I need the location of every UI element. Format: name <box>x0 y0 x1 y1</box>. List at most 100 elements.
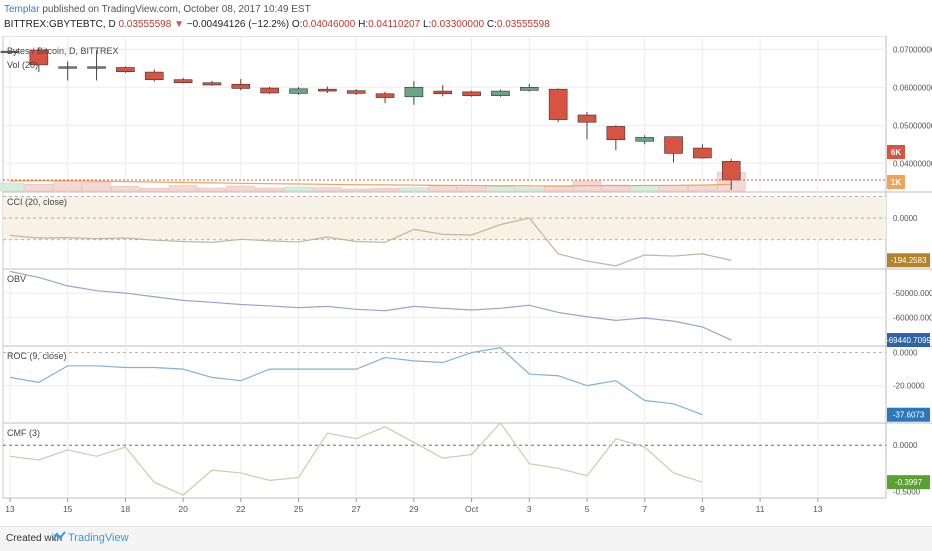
cci-pane-title: CCI (20, close) <box>7 197 67 207</box>
volume-bar <box>601 184 631 192</box>
cmf-value-badge-bg <box>887 475 930 490</box>
x-tick-label: 13 <box>5 504 15 514</box>
candle-body <box>144 71 164 80</box>
candle-body <box>375 93 395 98</box>
candle-body <box>721 161 741 181</box>
open-label: O: <box>291 19 303 30</box>
candle-body <box>346 90 366 94</box>
volume-bar <box>486 186 515 192</box>
candle-body <box>404 86 424 98</box>
volume-ma-line <box>9 180 732 187</box>
obv-pane-title: OBV <box>7 274 26 284</box>
price-scale-badge-bg <box>887 145 905 159</box>
tradingview-brand[interactable]: TradingView <box>68 532 129 544</box>
price-y-tick-label: 0.05000000 <box>893 121 932 130</box>
cmf-line <box>9 422 703 496</box>
volume-bar <box>226 185 256 192</box>
candle-body <box>173 79 193 84</box>
candle-body <box>289 88 308 94</box>
obv-y-tick-label: -50000.0000 <box>893 289 932 298</box>
price-y-tick-label: 0.04000000 <box>893 159 932 168</box>
candle-body <box>231 83 251 89</box>
roc-pane-title: ROC (9, close) <box>7 351 67 361</box>
price-y-tick-label: 0.07000000 <box>893 45 932 54</box>
cci-value-badge-bg <box>887 253 930 268</box>
candle-body <box>519 86 539 91</box>
obv-value-badge-bg <box>887 333 930 348</box>
x-tick-label: Oct <box>465 504 479 514</box>
x-tick-label: 22 <box>236 504 246 514</box>
plot-frame <box>2 36 887 499</box>
author-link[interactable]: Templar <box>4 4 40 15</box>
footer-bar: Created with TradingView <box>0 526 932 551</box>
close-value: 0.03555598 <box>496 19 550 30</box>
candle-body <box>664 136 683 154</box>
publish-text: published on TradingView.com, October 08… <box>42 4 311 15</box>
roc-value-badge-bg <box>887 407 930 422</box>
cmf-pane-title: CMF (3) <box>7 428 40 438</box>
price-y-tick-label: 0.06000000 <box>893 83 932 92</box>
cci-value-badge: -194.2583 <box>890 256 927 265</box>
volume-bar <box>284 186 313 192</box>
x-tick-label: 3 <box>527 504 532 514</box>
cci-line <box>9 217 732 267</box>
roc-y-tick-label: 0.0000 <box>893 349 918 358</box>
x-tick-label: 5 <box>585 504 590 514</box>
volume-bar <box>139 188 169 192</box>
candle-body <box>29 49 49 66</box>
candle-body <box>635 137 655 142</box>
x-tick-label: 15 <box>63 504 73 514</box>
high-label: H: <box>358 19 369 30</box>
candle-body <box>577 114 597 123</box>
cmf-y-tick-label: 0.0000 <box>893 441 918 450</box>
candle-body <box>318 88 337 92</box>
volume-bar <box>399 187 429 192</box>
price-scale-badge: 6K <box>891 148 901 157</box>
volume-bar <box>457 186 486 192</box>
change-value: −0.00494126 (−12.2%) <box>186 19 290 30</box>
candle-body <box>0 50 20 53</box>
x-tick-label: 20 <box>178 504 188 514</box>
cmf-y-tick-label: -0.5000 <box>893 487 921 496</box>
close-label: C: <box>486 19 497 30</box>
volume-pane-title: Vol (20) <box>7 60 38 70</box>
volume-bar <box>0 182 25 192</box>
low-label: L: <box>422 19 432 30</box>
volume-scale-badge-bg <box>887 175 905 189</box>
x-tick-label: 11 <box>756 504 765 514</box>
volume-bar <box>24 184 54 192</box>
cci-band-fill <box>3 196 886 240</box>
volume-scale-badge: 1K <box>891 178 901 187</box>
volume-bar <box>168 185 198 192</box>
volume-bar <box>341 188 371 192</box>
publish-info: Templar published on TradingView.com, Oc… <box>4 4 311 15</box>
volume-bar <box>82 182 111 192</box>
volume-bar <box>428 185 458 192</box>
x-tick-label: 27 <box>351 504 361 514</box>
volume-bar <box>659 185 688 192</box>
candle-body <box>87 66 106 69</box>
candle-body <box>548 88 568 120</box>
roc-value-badge: -37.6073 <box>893 411 925 420</box>
candle-body <box>491 90 510 96</box>
x-tick-label: 13 <box>813 504 823 514</box>
roc-y-tick-label: -20.0000 <box>893 382 925 391</box>
last-price: 0.03555598 <box>118 19 172 30</box>
chart-area[interactable]: 13 15 18 20 22 25 27 29 Oct 3 5 7 9 11 13 0.07000000 0.0… <box>0 36 932 526</box>
candle-body <box>116 67 135 73</box>
symbol-label: BITTREX:GBYTEBTC, D <box>4 19 116 30</box>
down-arrow-icon: ▼ <box>174 19 184 30</box>
volume-bar <box>53 180 83 192</box>
open-value: 0.04046000 <box>302 19 356 30</box>
x-tick-label: 25 <box>294 504 304 514</box>
candle-body <box>693 147 712 159</box>
candle-body <box>58 66 78 69</box>
volume-bar <box>370 188 400 192</box>
volume-bar <box>688 184 717 192</box>
high-value: 0.04110207 <box>368 19 421 30</box>
candle-body <box>260 87 279 94</box>
price-pane-title: Bytes / Bitcoin, D, BITTREX <box>7 46 119 56</box>
obv-value-badge: -69440.7099 <box>886 336 931 345</box>
obv-line <box>9 270 732 341</box>
volume-bar <box>630 185 660 192</box>
